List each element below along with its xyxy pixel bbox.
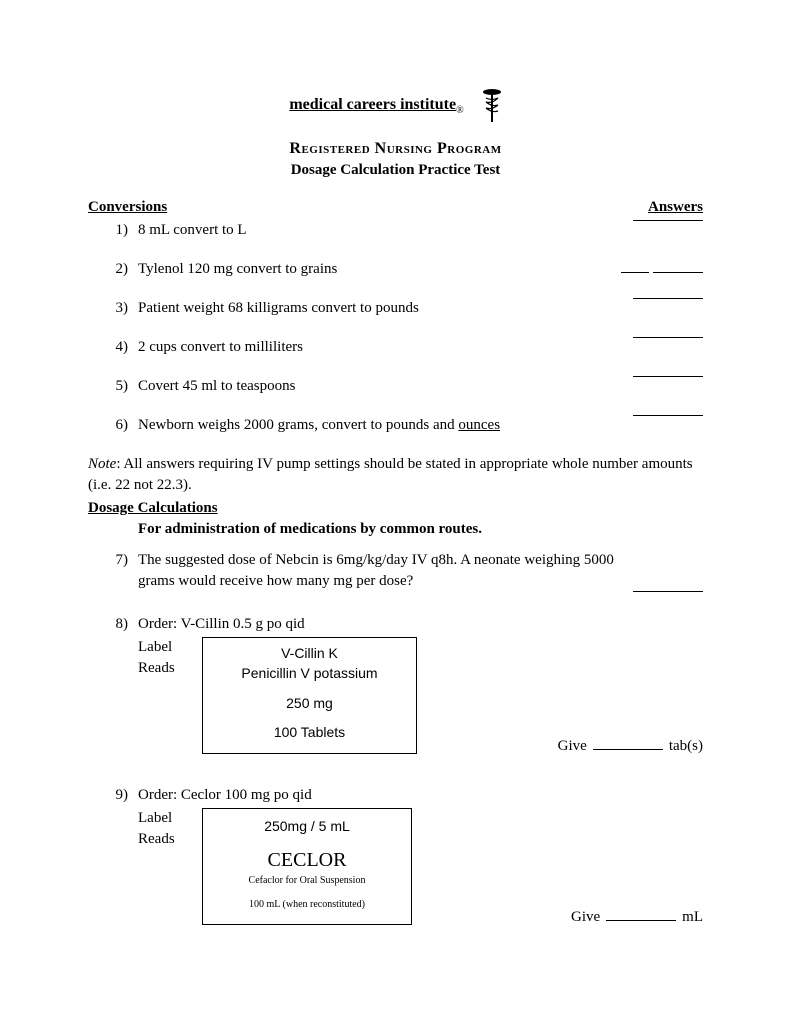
question-6: 6) Newborn weighs 2000 grams, convert to…: [88, 415, 703, 436]
subtitle: Dosage Calculation Practice Test: [88, 160, 703, 181]
q9-order: Order: Ceclor 100 mg po qid: [138, 785, 703, 806]
institute-name: medical careers institute®: [289, 94, 463, 118]
give-label: Give: [558, 736, 587, 757]
box-line4: 100 mL (when reconstituted): [211, 898, 403, 912]
label-reads: Label Reads: [138, 810, 175, 847]
answer-blank[interactable]: [633, 337, 703, 338]
note-rest: : All answers requiring IV pump settings…: [88, 456, 693, 493]
question-2: 2) Tylenol 120 mg convert to grains: [88, 259, 703, 280]
q-text: The suggested dose of Nebcin is 6mg/kg/d…: [138, 550, 623, 592]
answer-blank[interactable]: [593, 749, 663, 750]
answer-blank[interactable]: [633, 220, 703, 221]
conversions-heading: Conversions: [88, 197, 167, 218]
box-line3: Cefaclor for Oral Suspension: [211, 874, 403, 888]
q-num: 7): [88, 550, 138, 571]
question-9: 9) Order: Ceclor 100 mg po qid Label Rea…: [88, 785, 703, 929]
q6-ounces: ounces: [458, 417, 500, 433]
q-num: 9): [88, 785, 138, 806]
give-unit: mL: [682, 907, 703, 928]
answers-heading: Answers: [648, 197, 703, 218]
ceclor-label-box: 250mg / 5 mL CECLOR Cefaclor for Oral Su…: [202, 808, 412, 926]
q-num: 6): [88, 415, 138, 436]
question-8: 8) Order: V-Cillin 0.5 g po qid Label Re…: [88, 614, 703, 756]
dosage-heading: Dosage Calculations: [88, 498, 703, 519]
label-reads-text: Label Reads: [88, 808, 194, 850]
sub-heading: For administration of medications by com…: [138, 519, 703, 540]
question-3: 3) Patient weight 68 killigrams convert …: [88, 298, 703, 319]
q-num: 5): [88, 376, 138, 397]
give-unit: tab(s): [669, 736, 703, 757]
caduceus-icon: [482, 88, 502, 124]
answer-blank[interactable]: [633, 376, 703, 377]
q-num: 4): [88, 337, 138, 358]
answer-blank[interactable]: [633, 298, 703, 299]
answer-blank[interactable]: [633, 591, 703, 592]
registered-mark: ®: [456, 105, 464, 116]
q-text: 8 mL convert to L: [138, 220, 623, 241]
answer-blank-double[interactable]: [621, 259, 703, 280]
box-line2: Penicillin V potassium: [211, 664, 408, 684]
q-text: Newborn weighs 2000 grams, convert to po…: [138, 415, 623, 436]
box-line3: 250 mg: [211, 694, 408, 714]
q-text: Tylenol 120 mg convert to grains: [138, 259, 621, 280]
header-row: medical careers institute®: [88, 88, 703, 124]
question-5: 5) Covert 45 ml to teaspoons: [88, 376, 703, 397]
box-line2: CECLOR: [211, 846, 403, 874]
program-title: Registered Nursing Program: [88, 138, 703, 160]
label-reads-text: Label Reads: [88, 637, 194, 679]
section-headers: Conversions Answers: [88, 197, 703, 218]
q6-pre: Newborn weighs 2000 grams, convert to po…: [138, 417, 458, 433]
page: medical careers institute® Registered Nu…: [0, 0, 791, 1016]
box-line1: 250mg / 5 mL: [211, 817, 403, 837]
q8-order: Order: V-Cillin 0.5 g po qid: [138, 614, 703, 635]
answer-blank[interactable]: [633, 415, 703, 416]
note-text: Note: All answers requiring IV pump sett…: [88, 454, 703, 496]
question-7: 7) The suggested dose of Nebcin is 6mg/k…: [88, 550, 703, 592]
q-num: 3): [88, 298, 138, 319]
question-1: 1) 8 mL convert to L: [88, 220, 703, 241]
label-reads: Label Reads: [138, 639, 175, 676]
note-word: Note: [88, 456, 116, 472]
give-label: Give: [571, 907, 600, 928]
answer-blank[interactable]: [606, 920, 676, 921]
q-num: 2): [88, 259, 138, 280]
q-num: 1): [88, 220, 138, 241]
vcillin-label-box: V-Cillin K Penicillin V potassium 250 mg…: [202, 637, 417, 753]
box-line4: 100 Tablets: [211, 723, 408, 743]
institute-text: medical careers institute: [289, 96, 456, 113]
q-text: 2 cups convert to milliliters: [138, 337, 623, 358]
conversion-questions: 1) 8 mL convert to L 2) Tylenol 120 mg c…: [88, 220, 703, 436]
q-text: Covert 45 ml to teaspoons: [138, 376, 623, 397]
q-text: Patient weight 68 killigrams convert to …: [138, 298, 623, 319]
box-line1: V-Cillin K: [211, 644, 408, 664]
q-num: 8): [88, 614, 138, 635]
question-4: 4) 2 cups convert to milliliters: [88, 337, 703, 358]
